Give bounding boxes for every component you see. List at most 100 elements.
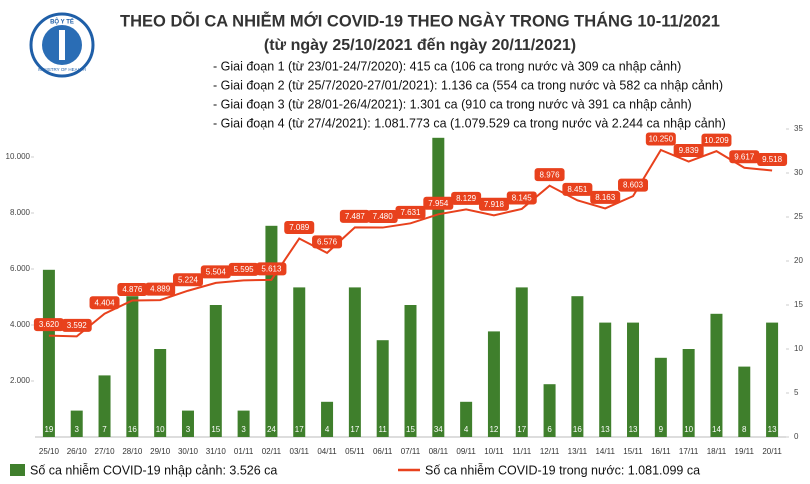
- bar: [599, 322, 612, 437]
- value-label: 10.209: [704, 136, 729, 145]
- x-tick-label: 12/11: [540, 447, 560, 456]
- value-label-box: [200, 265, 231, 279]
- bar-value-label: 14: [712, 425, 721, 434]
- line: [48, 148, 773, 338]
- value-label-box: [757, 152, 788, 166]
- legend-label: Số ca nhiễm COVID-19 nhập cảnh: 3.526 ca: [30, 462, 277, 477]
- value-label-box: [172, 273, 203, 287]
- bar-value-label: 19: [44, 425, 53, 434]
- value-label-box: [506, 191, 537, 205]
- x-tick-label: 14/11: [595, 447, 615, 456]
- x-tick-label: 01/11: [234, 447, 254, 456]
- value-label: 4.876: [122, 285, 143, 294]
- x-tick-label: 28/10: [122, 447, 143, 456]
- value-label: 4.889: [150, 285, 171, 294]
- y2-tick-label: 30: [794, 168, 803, 177]
- y2-tick-label: 10: [794, 344, 803, 353]
- x-tick-label: 30/10: [178, 447, 199, 456]
- y-tick-label: 6.000: [10, 264, 31, 273]
- bar: [181, 410, 194, 437]
- bar-value-label: 34: [434, 425, 443, 434]
- value-label: 6.576: [317, 237, 338, 246]
- x-tick-label: 18/11: [707, 447, 727, 456]
- value-label: 3.620: [39, 320, 60, 329]
- value-label: 8.451: [567, 185, 588, 194]
- bar-value-label: 17: [350, 425, 359, 434]
- x-tick-label: 26/10: [67, 447, 88, 456]
- value-label-box: [395, 205, 426, 219]
- bar-value-label: 8: [742, 425, 747, 434]
- bar: [348, 287, 361, 437]
- bar-value-label: 7: [102, 425, 107, 434]
- bar: [126, 296, 139, 437]
- value-label-box: [284, 221, 315, 235]
- bar-value-label: 12: [489, 425, 498, 434]
- x-tick-label: 08/11: [429, 447, 449, 456]
- logo: BỘ Y TẾ MINISTRY OF HEALTH: [29, 12, 95, 78]
- value-label-box: [478, 197, 509, 211]
- x-tick-label: 17/11: [679, 447, 699, 456]
- value-label: 7.487: [345, 212, 366, 221]
- note: - Giai đoạn 4 (từ 27/4/2021): 1.081.773 …: [213, 116, 726, 130]
- x-tick-label: 13/11: [568, 447, 588, 456]
- bar: [627, 322, 640, 437]
- value-label-box: [423, 196, 454, 210]
- chart-title: THEO DÕI CA NHIỄM MỚI COVID-19 THEO NGÀY…: [120, 10, 720, 30]
- bar: [571, 296, 584, 437]
- bar-value-label: 13: [768, 425, 777, 434]
- y2-tick-label: 25: [794, 212, 803, 221]
- logo-text: MINISTRY OF HEALTH: [38, 67, 86, 72]
- bar-value-label: 16: [128, 425, 137, 434]
- bar-value-label: 3: [186, 425, 191, 434]
- value-label-box: [145, 282, 176, 296]
- x-tick-label: 19/11: [735, 447, 755, 456]
- bar: [404, 305, 417, 437]
- bar-value-label: 17: [295, 425, 304, 434]
- value-label: 9.617: [734, 152, 755, 161]
- value-label: 7.918: [484, 200, 505, 209]
- note: - Giai đoạn 3 (từ 28/01-26/4/2021): 1.30…: [213, 97, 692, 111]
- bar-value-label: 11: [379, 425, 388, 434]
- value-label-box: [256, 262, 287, 276]
- bar-value-label: 4: [464, 425, 469, 434]
- bar: [265, 225, 278, 437]
- x-tick-label: 20/11: [762, 447, 782, 456]
- bar-value-label: 10: [684, 425, 693, 434]
- x-tick-label: 05/11: [345, 447, 365, 456]
- x-tick-label: 15/11: [623, 447, 643, 456]
- bar-value-label: 4: [325, 425, 330, 434]
- bar: [237, 410, 250, 437]
- value-label-box: [673, 144, 704, 158]
- value-label-box: [701, 133, 732, 147]
- value-label: 7.089: [289, 223, 310, 232]
- bar: [766, 322, 779, 437]
- bar: [98, 375, 111, 437]
- x-tick-label: 25/10: [39, 447, 60, 456]
- note: - Giai đoạn 2 (từ 25/7/2020-27/01/2021):…: [213, 78, 723, 92]
- logo-text: BỘ Y TẾ: [50, 18, 74, 26]
- x-tick-label: 16/11: [651, 447, 671, 456]
- bar-value-label: 16: [573, 425, 582, 434]
- value-label-box: [562, 182, 593, 196]
- value-label: 8.976: [540, 170, 561, 179]
- note: - Giai đoạn 1 (từ 23/01-24/7/2020): 415 …: [213, 59, 681, 73]
- bar: [376, 340, 389, 437]
- value-label-box: [312, 235, 343, 249]
- x-tick-label: 29/10: [150, 447, 171, 456]
- value-label-box: [89, 296, 120, 310]
- value-label-box: [534, 168, 565, 182]
- bar: [209, 305, 222, 437]
- value-label: 3.592: [67, 321, 88, 330]
- bar: [293, 287, 306, 437]
- value-label-box: [367, 210, 398, 224]
- value-label: 8.603: [623, 181, 644, 190]
- bar: [321, 401, 334, 437]
- bar: [154, 349, 167, 437]
- value-label: 5.504: [206, 267, 227, 276]
- bar-value-label: 24: [267, 425, 276, 434]
- x-tick-label: 02/11: [262, 447, 282, 456]
- value-label: 7.480: [373, 212, 394, 221]
- logo-staff: [59, 30, 65, 60]
- value-label: 4.404: [95, 298, 116, 307]
- bar: [543, 384, 556, 437]
